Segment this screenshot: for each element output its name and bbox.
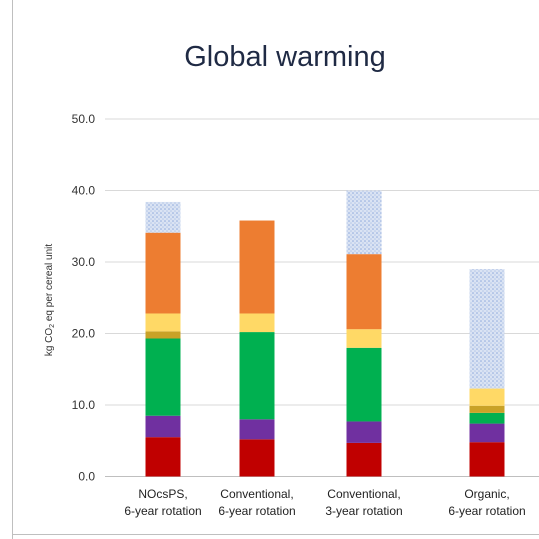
category-label-line1: Conventional, [327,487,400,501]
y-tick-label: 40.0 [72,184,96,198]
bar-segment [469,412,505,424]
y-axis-label-main: kg CO [44,328,55,357]
y-axis-label-rest: eq per cereal unit [44,244,55,324]
bar-segment [346,421,382,443]
bar-segment [145,338,181,416]
bar-segment [145,232,181,314]
bar-segment [469,423,505,443]
bar-segment [145,331,181,339]
bar-segment [145,415,181,438]
y-tick-label: 50.0 [72,112,96,126]
bar-segment [239,332,275,420]
bar-segment [346,190,382,255]
bar-segment [239,220,275,314]
y-axis-label-sub: 2 [49,324,56,328]
bar-segment [346,347,382,422]
bar-segment [239,419,275,440]
bar-segment [469,269,505,389]
category-label-line1: Organic, [464,487,509,501]
category-label-line2: 6-year rotation [218,504,295,518]
category-label-line1: NOcsPS, [138,487,187,501]
bar-segment [239,439,275,477]
bar-segment [469,388,505,406]
bar-segment [239,313,275,333]
bar-segment [145,313,181,332]
category-label-line1: Conventional, [220,487,293,501]
bar-segment [145,437,181,477]
chart-title: Global warming [184,41,385,73]
y-tick-label: 10.0 [72,398,96,412]
category-label-line2: 6-year rotation [448,504,525,518]
category-label-line2: 3-year rotation [325,504,402,518]
bar-segment [469,442,505,477]
y-tick-label: 0.0 [78,470,95,484]
y-tick-label: 20.0 [72,327,96,341]
bar-segment [145,201,181,233]
bar-segment [346,254,382,330]
bars [145,190,505,477]
category-labels: NOcsPS, 6-year rotation Conventional, 6-yea… [124,487,525,518]
y-tick-label: 30.0 [72,255,96,269]
y-tick-labels: 0.0 10.0 20.0 30.0 40.0 50.0 [72,112,96,484]
bar-segment [469,405,505,413]
category-label-line2: 6-year rotation [124,504,201,518]
bar-segment [346,329,382,348]
bar-segment [346,442,382,477]
y-axis-label: kg CO2 eq per cereal unit [44,244,56,357]
